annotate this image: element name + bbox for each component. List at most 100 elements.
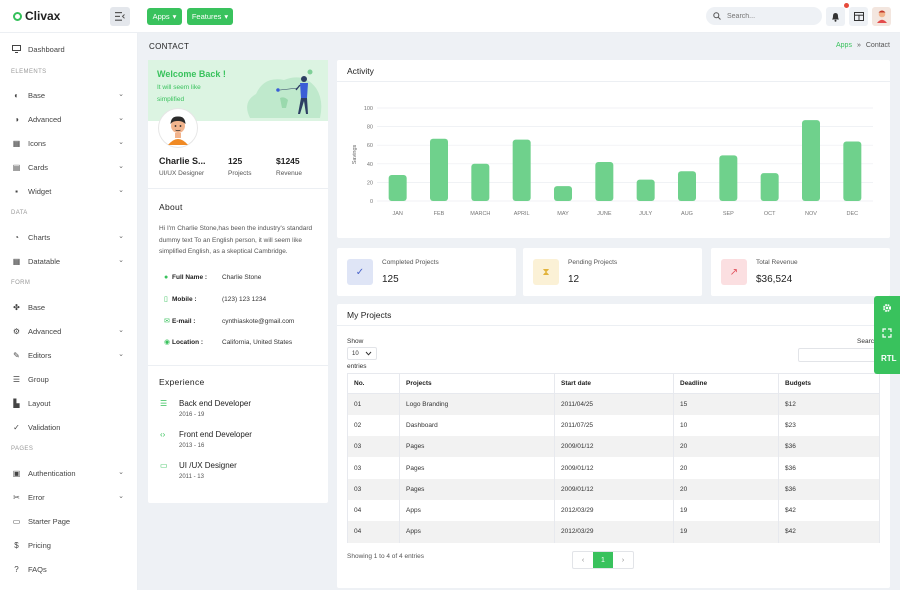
sidebar-item-label: Widget [28,186,52,196]
sidebar-item-advanced[interactable]: ⚙ Advanced ⌄ [12,325,128,337]
table-cell: 19 [673,499,779,522]
pagination-prev[interactable]: ‹ [581,556,585,564]
gear-icon: ⚙ [12,326,21,336]
rtl-toggle[interactable]: RTL [881,354,897,363]
experience-item: ☰ Back end Developer 2016 - 19 [160,399,251,418]
column-header[interactable]: Budgets [778,373,880,394]
sidebar-item-base[interactable]: ◐ Base ⌄ [12,89,128,101]
table-cell: Pages [399,457,555,479]
sidebar-item-faqs[interactable]: ? FAQs [12,563,128,575]
sidebar-item-label: Editors [28,350,52,360]
sidebar-item-cards[interactable]: ▤ Cards ⌄ [12,161,128,173]
divider [337,325,890,326]
experience-item: ▭ UI /UX Designer 2011 - 13 [160,461,237,480]
y-tick-label: 80 [367,125,373,131]
pagination-next[interactable]: › [621,556,625,564]
logo-ring-icon [13,11,22,21]
table-row[interactable]: 03 Pages 2009/01/12 20 $36 [347,457,880,479]
stat-label: Completed Projects [382,259,439,266]
fullscreen-button[interactable] [882,328,892,340]
user-avatar[interactable] [872,7,891,26]
pagination: ‹ 1 › [572,551,634,569]
about-title: About [159,202,183,212]
apps-label: Apps [152,12,170,21]
gear-icon [883,304,891,312]
welcome-subtitle: It will seem like simplified [157,84,201,103]
table-cell: 2009/01/12 [554,457,674,479]
bar-april [512,139,531,201]
profile-name: Charlie S... [159,156,206,166]
sidebar-section-data: DATA [11,210,28,216]
activity-card: Activity 0 20 40 60 80 100 Savings JAN FEB MARCH A… [337,60,890,238]
profile-avatar [159,109,197,147]
sidebar-item-label: FAQs [28,564,47,574]
projects-title: My Projects [347,310,392,320]
chevron-down-icon: ▾ [224,12,229,21]
x-tick-label: SEP [723,211,734,217]
apps-dropdown-button[interactable]: Apps ▾ [147,8,182,25]
page-size-select[interactable]: 10 [347,347,377,360]
table-row[interactable]: 04 Apps 2012/03/29 19 $42 [347,499,880,522]
table-row[interactable]: 03 Pages 2009/01/12 20 $36 [347,436,880,458]
dollar-icon: $ [14,540,19,550]
bar-july [636,179,655,201]
table-cell: Pages [399,436,555,458]
chevron-down-icon: ⌄ [118,163,124,170]
sidebar-item-advanced[interactable]: ◑ Advanced ⌄ [12,113,128,125]
search-box[interactable] [706,7,822,25]
apps-grid-button[interactable] [849,7,868,26]
sidebar-item-widget[interactable]: ▪ Widget ⌄ [12,185,128,197]
bar-aug [678,171,696,201]
projects-stat: 125 Projects [228,156,251,177]
show-label: Show [347,338,364,345]
column-header[interactable]: Projects [399,373,555,394]
sidebar-item-group[interactable]: ☰ Group [12,373,128,385]
sidebar-item-pricing[interactable]: $ Pricing [12,539,128,551]
welcome-title: Welcome Back ! [157,69,226,79]
notification-button[interactable] [826,3,849,26]
monitor-icon [12,45,21,54]
features-dropdown-button[interactable]: Features ▾ [187,8,233,25]
sidebar-item-starter-page[interactable]: ▭ Starter Page [12,515,128,527]
menu-toggle-button[interactable] [110,7,130,26]
pagination-page-1[interactable]: 1 [593,552,613,568]
y-tick-label: 100 [364,106,373,112]
check-circle-icon: ✓ [347,259,373,285]
sidebar-item-validation[interactable]: ✓ Validation [12,421,128,433]
palette-icon: ◐ [14,90,19,100]
sidebar-item-layout[interactable]: ▙ Layout [12,397,128,409]
column-header[interactable]: Start date [554,373,674,394]
table-cell: 03 [347,457,400,479]
table-cell: 2011/07/25 [554,414,674,437]
about-text: Hi I'm Charlie Stone,has been the indust… [159,225,313,255]
sidebar-item-datatable[interactable]: ▦ Datatable ⌄ [12,255,128,267]
sidebar-item-icons[interactable]: ▦ Icons ⌄ [12,137,128,149]
column-header[interactable]: Deadline [673,373,779,394]
sidebar-item-base[interactable]: ✤ Base [12,301,128,313]
sidebar-item-authentication[interactable]: ▣ Authentication ⌄ [12,467,128,479]
sidebar-item-dashboard[interactable]: Dashboard [12,43,128,55]
x-tick-label: FEB [434,211,445,217]
table-cell: $23 [778,414,880,437]
projects-count: 125 [228,156,243,166]
question-icon: ? [14,564,19,574]
breadcrumb-link-apps[interactable]: Apps [836,42,852,49]
info-value: Charlie Stone [222,274,262,281]
brand-logo[interactable]: Clivax [13,9,60,23]
table-row[interactable]: 01 Logo Branding 2011/04/25 15 $12 [347,393,880,415]
table-row[interactable]: 03 Pages 2009/01/12 20 $36 [347,478,880,500]
divider [337,81,890,82]
cards-icon: ▤ [12,162,21,172]
sidebar-item-label: Group [28,374,49,384]
table-row[interactable]: 02 Dashboard 2011/07/25 10 $23 [347,414,880,437]
column-header[interactable]: No. [347,373,400,394]
sidebar-item-charts[interactable]: ◔ Charts ⌄ [12,231,128,243]
table-cell: Dashboard [399,414,555,437]
table-row[interactable]: 04 Apps 2012/03/29 19 $42 [347,521,880,543]
settings-gear-button[interactable] [882,303,892,315]
x-tick-label: MAY [557,211,569,217]
sidebar-item-error[interactable]: ✂ Error ⌄ [12,491,128,503]
sidebar-item-editors[interactable]: ✎ Editors ⌄ [12,349,128,361]
entries-label: entries [347,363,367,370]
search-input[interactable] [727,12,807,20]
